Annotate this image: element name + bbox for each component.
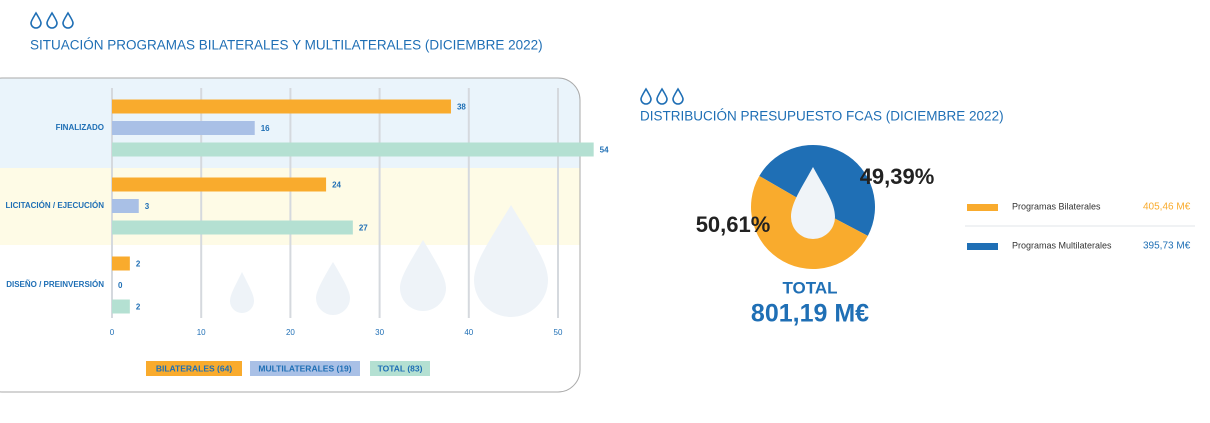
legend-amount: 405,46 M€: [1143, 202, 1191, 213]
legend-amount: 395,73 M€: [1143, 241, 1191, 252]
value-label: 2: [136, 303, 141, 312]
panel-border: [0, 77, 581, 393]
total-value: 801,19 M€: [751, 300, 869, 328]
bar: [112, 256, 130, 271]
x-tick-label: 40: [464, 328, 473, 337]
legend-swatch: [250, 361, 360, 376]
legend-swatch: [146, 361, 242, 376]
x-tick-label: 20: [286, 328, 295, 337]
value-label: 2: [136, 260, 141, 269]
value-label: 3: [145, 202, 150, 211]
x-tick-label: 30: [375, 328, 384, 337]
chart-title: DISTRIBUCIÓN PRESUPUESTO FCAS (DICIEMBRE…: [640, 109, 1004, 124]
value-label: 38: [457, 103, 466, 112]
bar: [112, 99, 451, 114]
pie-value-label: 49,39%: [860, 164, 935, 189]
value-label: 24: [332, 181, 341, 190]
bar: [112, 299, 130, 314]
category-label: LICITACIÓN / EJECUCIÓN: [5, 201, 104, 210]
pie-chart: 50,61% 49,39% TOTAL 801,19 M€ Programas Bila…: [696, 144, 1195, 328]
value-label: 0: [118, 281, 123, 290]
category-label: FINALIZADO: [56, 123, 104, 132]
legend-label: MULTILATERALES (19): [258, 363, 351, 373]
category-label: DISEÑO / PREINVERSIÓN: [6, 280, 104, 289]
x-tick-label: 0: [110, 328, 115, 337]
bar: [112, 220, 353, 235]
legend-swatch: [967, 243, 998, 250]
total-title: TOTAL: [782, 278, 837, 297]
pie-value-label: 50,61%: [696, 212, 771, 237]
legend-swatch: [967, 204, 998, 211]
center-drop: [791, 167, 835, 239]
value-label: 54: [600, 146, 609, 155]
value-label: 27: [359, 224, 368, 233]
value-label: 16: [261, 124, 270, 133]
bar: [112, 142, 594, 157]
legend-label: TOTAL (83): [378, 363, 423, 373]
legend-label: Programas Multilaterales: [1012, 240, 1112, 250]
bar: [112, 177, 327, 192]
bar: [112, 199, 139, 213]
bar: [112, 121, 255, 135]
legend-label: Programas Bilaterales: [1012, 201, 1101, 211]
x-tick-label: 10: [197, 328, 206, 337]
decor-drops: [230, 205, 548, 317]
legend-label: BILATERALES (64): [156, 363, 233, 373]
chart-title: SITUACIÓN PROGRAMAS BILATERALES Y MULTIL…: [30, 38, 543, 53]
x-tick-label: 50: [554, 328, 563, 337]
legend-swatch: [370, 361, 430, 376]
